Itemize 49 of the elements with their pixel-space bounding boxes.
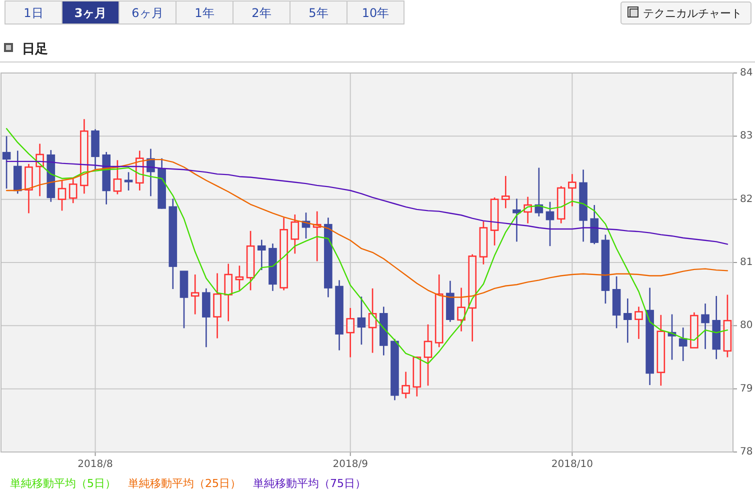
- candlestick: [457, 287, 466, 332]
- text: テクニカルチャート: [643, 7, 742, 20]
- y-tick-label: 82: [740, 194, 753, 205]
- text: 10年: [362, 6, 390, 20]
- text: 単純移動平均（75日）: [253, 477, 366, 490]
- candlestick: [357, 296, 366, 346]
- text: 5年: [308, 6, 328, 20]
- candlestick: [546, 201, 554, 247]
- candlestick: [568, 173, 576, 207]
- candlestick: [2, 136, 11, 190]
- candlestick: [402, 371, 410, 399]
- chart-title: 日足: [22, 42, 48, 57]
- y-tick-label: 81: [740, 257, 753, 268]
- candlestick: [424, 324, 432, 386]
- candlestick: [701, 302, 710, 350]
- candlestick: [290, 214, 300, 254]
- candlestick: [634, 306, 643, 340]
- candlestick: [58, 180, 66, 212]
- line-series: [6, 158, 728, 298]
- candlestick: [590, 204, 599, 245]
- text: 6ヶ月: [132, 6, 164, 20]
- candlestick: [224, 263, 233, 322]
- candlestick: [346, 307, 355, 358]
- text: 2年: [252, 6, 272, 20]
- candlestick: [213, 272, 222, 339]
- y-tick-label: 79: [740, 383, 753, 394]
- candlestick: [623, 298, 632, 344]
- candlestick: [68, 178, 78, 204]
- candlestick: [257, 239, 266, 271]
- candlestick: [124, 172, 133, 192]
- candlestick: [235, 265, 244, 291]
- text: 1年: [194, 6, 214, 20]
- y-tick-label: 80: [740, 320, 753, 332]
- x-tick-label: 2018/8: [78, 459, 113, 470]
- y-tick-label: 78: [740, 446, 753, 458]
- candlestick: [512, 198, 521, 242]
- y-tick-label: 84: [740, 68, 753, 78]
- y-tick-label: 83: [740, 130, 753, 142]
- text: 単純移動平均（25日）: [128, 477, 241, 490]
- text: 3ヶ月: [74, 6, 107, 20]
- x-tick-label: 2018/10: [551, 459, 593, 470]
- x-tick-label: 2018/9: [332, 459, 368, 470]
- text: 単純移動平均（5日）: [10, 477, 116, 490]
- candlestick: [190, 274, 200, 315]
- candlestick: [678, 326, 688, 362]
- candlestick: [113, 160, 122, 195]
- candlestick: [501, 175, 510, 209]
- candlestick: [24, 163, 33, 214]
- text: 1日: [24, 6, 44, 20]
